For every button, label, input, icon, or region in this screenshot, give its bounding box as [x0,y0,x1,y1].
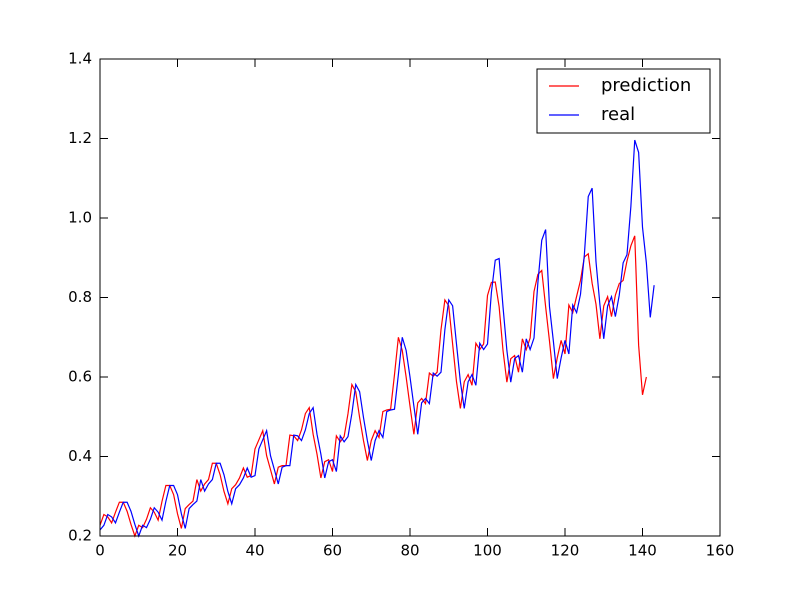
x-tick-label: 60 [323,542,342,560]
data-line [99,139,655,538]
data-line [99,235,647,538]
legend-box [536,68,711,134]
y-tick-label: 0.8 [68,288,92,306]
y-tick-label: 0.2 [68,527,92,545]
x-tick-label: 160 [706,542,735,560]
x-tick-label: 0 [95,542,105,560]
x-tick-label: 20 [168,542,187,560]
y-tick-label: 1.4 [68,50,92,68]
legend-label: prediction [601,75,691,96]
x-tick-label: 80 [400,542,419,560]
y-tick-label: 0.4 [68,447,92,465]
x-tick-label: 120 [551,542,580,560]
x-tick-label: 140 [628,542,657,560]
y-tick-label: 0.6 [68,368,92,386]
x-tick-label: 100 [473,542,502,560]
y-tick-label: 1.2 [68,129,92,147]
plot-frame [99,58,721,537]
y-tick-label: 1.0 [68,209,92,227]
x-tick-label: 40 [245,542,264,560]
legend-label: real [601,104,635,125]
